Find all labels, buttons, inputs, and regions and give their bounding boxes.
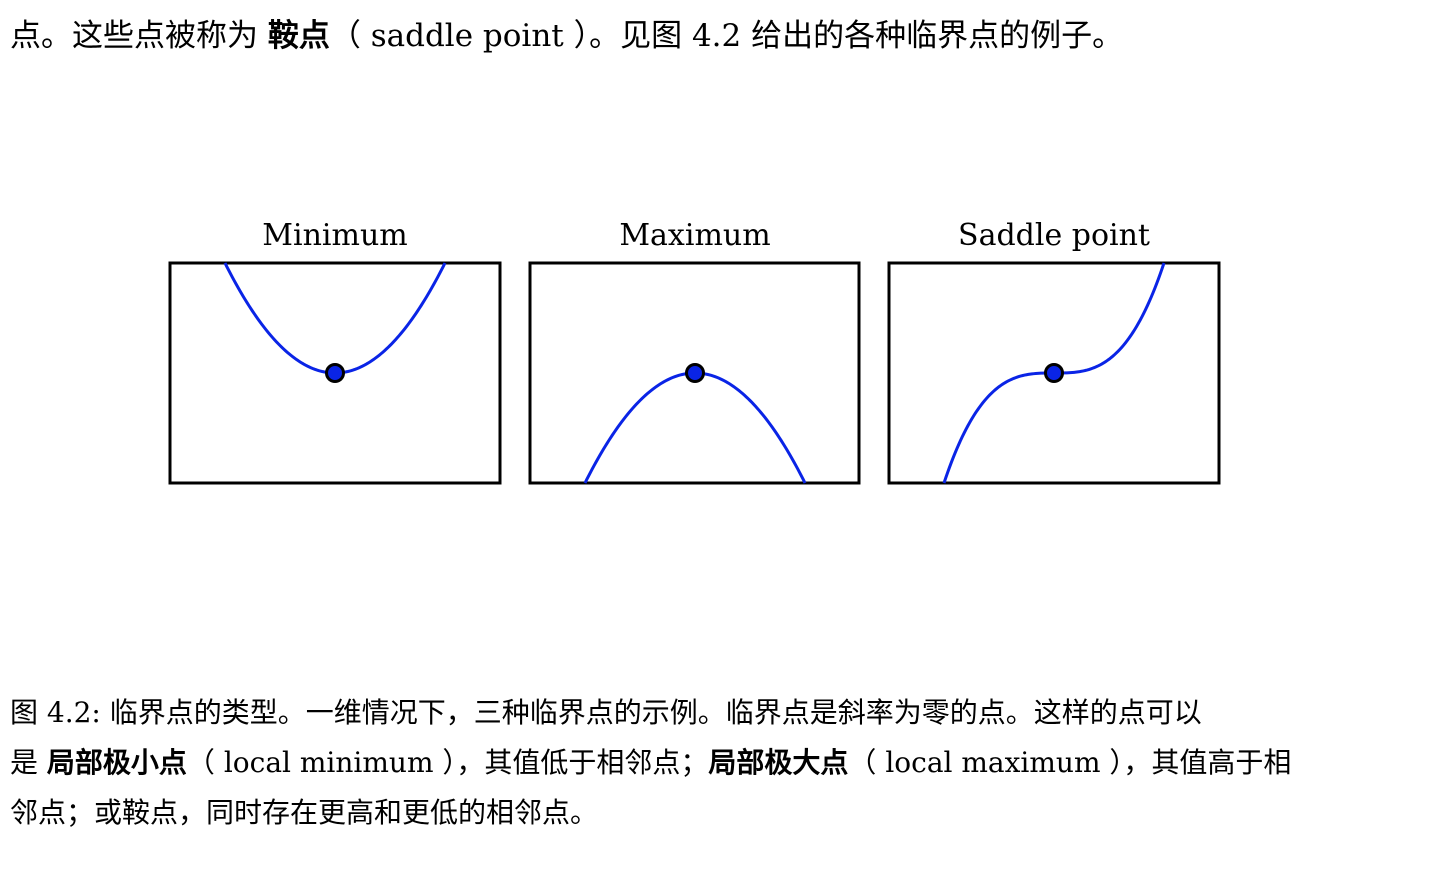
panel-frame-maximum — [528, 261, 861, 485]
caption-line-2-mid1: （ local minimum ），其值低于相邻点； — [186, 746, 709, 779]
critical-point-minimum — [325, 363, 345, 383]
caption-line-2-mid2: （ local maximum ），其值高于相 — [848, 746, 1292, 779]
panel-title-maximum: Maximum — [619, 218, 770, 253]
panel-minimum: Minimum — [168, 218, 502, 485]
caption-term-local-maximum: 局部极大点 — [708, 746, 849, 779]
caption-line-1: 图 4.2: 临界点的类型。一维情况下，三种临界点的示例。临界点是斜率为零的点。… — [10, 696, 1202, 729]
intro-text-post: （ saddle point ）。见图 4.2 给出的各种临界点的例子。 — [329, 18, 1124, 54]
caption-line-2: 是 局部极小点（ local minimum ），其值低于相邻点；局部极大点（ … — [10, 738, 1390, 788]
critical-point-maximum — [685, 363, 705, 383]
caption-term-local-minimum: 局部极小点 — [46, 746, 187, 779]
intro-paragraph: 点。这些点被称为 鞍点（ saddle point ）。见图 4.2 给出的各种… — [10, 14, 1123, 58]
panel-maximum: Maximum — [528, 218, 861, 485]
intro-term-saddle: 鞍点 — [267, 18, 330, 54]
panel-frame-saddle — [887, 261, 1221, 485]
critical-points-figure: Minimum Maximum Saddle point — [168, 218, 1221, 485]
caption-line-3: 邻点；或鞍点，同时存在更高和更低的相邻点。 — [10, 796, 599, 829]
critical-point-saddle — [1044, 363, 1064, 383]
figure-caption: 图 4.2: 临界点的类型。一维情况下，三种临界点的示例。临界点是斜率为零的点。… — [10, 688, 1390, 838]
curve-maximum — [583, 371, 807, 484]
caption-line-2-pre: 是 — [10, 746, 47, 779]
intro-text-pre: 点。这些点被称为 — [10, 18, 268, 54]
panel-title-saddle: Saddle point — [958, 218, 1150, 253]
panel-title-minimum: Minimum — [262, 218, 407, 253]
panel-saddle: Saddle point — [887, 218, 1221, 485]
curve-minimum — [223, 262, 447, 375]
panel-frame-minimum — [168, 261, 502, 485]
